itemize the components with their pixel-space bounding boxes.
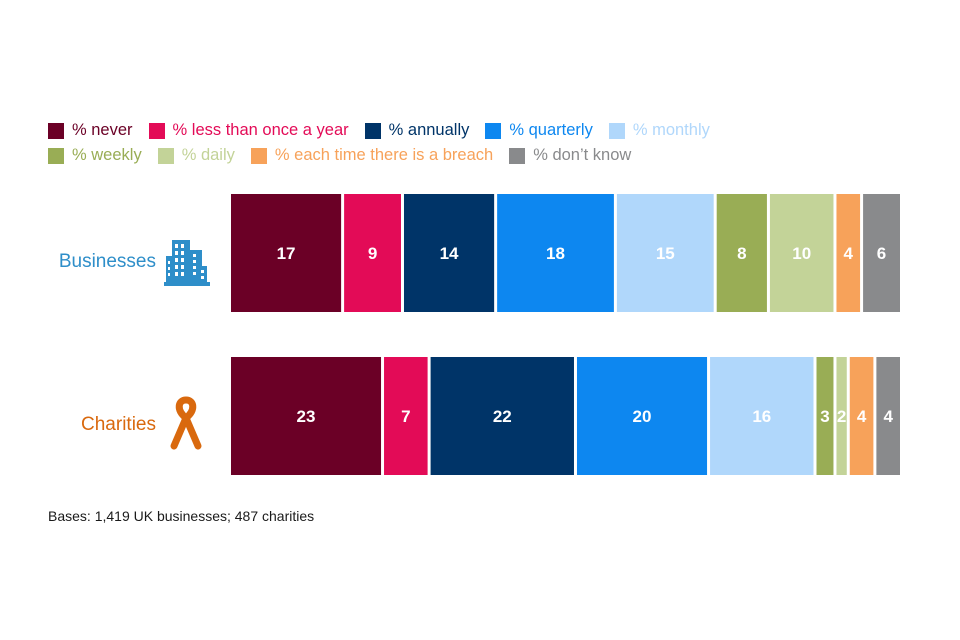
bar-value-label: 3 (820, 407, 829, 426)
legend-swatch (364, 122, 381, 139)
bar-value-label: 22 (493, 407, 512, 426)
category-label-charities: Charities (81, 414, 156, 435)
bar-segment-businesses-5 (716, 194, 767, 312)
legend-swatch (48, 122, 64, 139)
ribbon-icon (170, 396, 202, 450)
category-label-businesses: Businesses (58, 251, 156, 272)
legend-label: % don’t know (533, 146, 632, 164)
bar-segment-businesses-1 (344, 194, 401, 312)
legend-item-daily: % daily (157, 146, 235, 165)
legend: % never % less than once a year % annual… (48, 118, 948, 168)
legend-item-quarterly: % quarterly (485, 121, 593, 140)
legend-label: % quarterly (509, 121, 593, 139)
bar-value-label: 15 (656, 244, 675, 263)
legend-label: % annually (388, 121, 470, 139)
legend-row-2: % weekly % daily % each time there is a … (48, 143, 948, 168)
legend-label: % less than once a year (172, 121, 349, 139)
legend-row-1: % never % less than once a year % annual… (48, 118, 948, 143)
legend-item-monthly: % monthly (608, 121, 710, 140)
bar-value-label: 2 (837, 407, 846, 426)
bar-segment-businesses-8 (863, 194, 900, 312)
bar-value-label: 6 (877, 244, 886, 263)
office-building-icon (164, 240, 210, 286)
legend-label: % never (72, 121, 133, 139)
bar-value-label: 4 (883, 407, 893, 426)
legend-swatch (485, 122, 502, 139)
bar-segment-businesses-4 (616, 194, 714, 312)
bar-value-label: 10 (792, 244, 811, 263)
legend-item-less-than-once-a-year: % less than once a year (148, 121, 349, 140)
bar-segment-businesses-7 (836, 194, 861, 312)
bar-value-label: 18 (546, 244, 565, 263)
legend-swatch (250, 147, 267, 164)
bar-segment-businesses-6 (769, 194, 834, 312)
bar-value-label: 17 (277, 244, 296, 263)
bar-segment-charities-7 (849, 357, 874, 475)
legend-swatch (48, 147, 64, 164)
legend-item-each-breach: % each time there is a breach (250, 146, 494, 165)
bar-segment-charities-2 (430, 357, 574, 475)
legend-label: % each time there is a breach (274, 146, 494, 164)
bar-value-label: 4 (857, 407, 867, 426)
bar-value-label: 7 (401, 407, 410, 426)
bar-segment-charities-3 (576, 357, 708, 475)
bar-value-label: 20 (633, 407, 652, 426)
bar-value-label: 16 (752, 407, 771, 426)
legend-label: % monthly (632, 121, 710, 139)
legend-swatch (157, 147, 174, 164)
bar-value-label: 4 (844, 244, 854, 263)
legend-item-dont-know: % don’t know (509, 146, 631, 165)
bases-footnote: Bases: 1,419 UK businesses; 487 charitie… (48, 508, 315, 524)
legend-label: % daily (181, 146, 235, 164)
legend-label: % weekly (72, 146, 142, 164)
legend-item-weekly: % weekly (48, 146, 142, 165)
bar-segment-businesses-3 (497, 194, 614, 312)
bar-value-label: 14 (440, 244, 459, 263)
bar-segment-charities-1 (384, 357, 428, 475)
legend-item-never: % never (48, 121, 133, 140)
bar-segment-charities-5 (816, 357, 834, 475)
bar-segment-charities-0 (231, 357, 382, 475)
bar-value-label: 9 (368, 244, 377, 263)
bar-segment-businesses-0 (231, 194, 342, 312)
bar-segment-charities-8 (876, 357, 900, 475)
legend-swatch (608, 122, 625, 139)
bar-value-label: 8 (737, 244, 746, 263)
bar-segment-charities-4 (710, 357, 814, 475)
legend-swatch (148, 122, 165, 139)
bar-segment-businesses-2 (403, 194, 495, 312)
bar-segment-charities-6 (836, 357, 847, 475)
legend-item-annually: % annually (364, 121, 470, 140)
bar-value-label: 23 (297, 407, 316, 426)
legend-swatch (509, 147, 526, 164)
